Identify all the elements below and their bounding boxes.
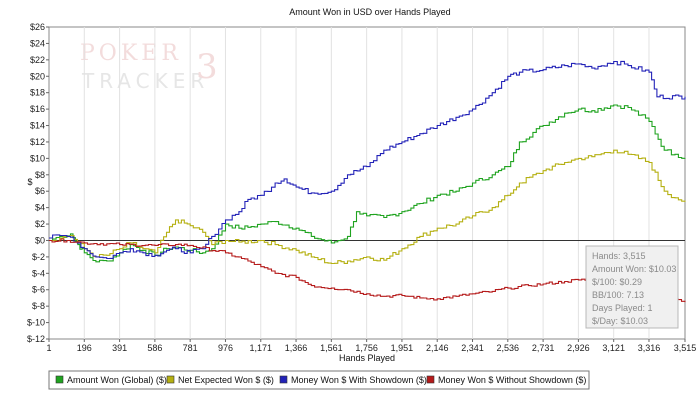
x-tick-label: 1,171 <box>249 343 272 353</box>
y-tick-label: $-12 <box>27 334 45 344</box>
legend-box <box>48 370 590 390</box>
legend-label: Money Won $ Without Showdown ($) <box>438 375 586 385</box>
series-line-1 <box>49 104 686 263</box>
y-tick-label: $26 <box>30 22 45 32</box>
x-tick-label: 1,561 <box>320 343 343 353</box>
x-tick-label: 2,731 <box>532 343 555 353</box>
y-axis-ticks: $-12 $-10 $-8 $-6 $-4 $-2 $0 $2 $4 $6 $8 $10 $12 $14 $… <box>27 22 49 344</box>
x-tick-label: 781 <box>183 343 198 353</box>
series-line-4 <box>49 238 686 303</box>
y-tick-label: $18 <box>30 88 45 98</box>
legend-label: Money Won $ With Showdown ($) <box>291 375 427 385</box>
x-tick-label: 3,316 <box>638 343 661 353</box>
series-layer <box>49 60 686 303</box>
pokertracker-logo: POKER TRACKER 3 <box>80 41 218 93</box>
legend: Amount Won (Global) ($) Net Expected Won … <box>55 375 586 385</box>
x-axis-title: Hands Played <box>339 353 395 363</box>
legend-swatch <box>279 375 288 384</box>
legend-swatch <box>426 375 435 384</box>
y-tick-label: $-6 <box>32 285 45 295</box>
y-tick-label: $0 <box>35 235 45 245</box>
legend-label: Net Expected Won $ ($) <box>178 375 274 385</box>
y-tick-label: $2 <box>35 219 45 229</box>
x-tick-label: 2,926 <box>567 343 590 353</box>
y-tick-label: $-10 <box>27 318 45 328</box>
legend-swatch <box>55 375 64 384</box>
y-tick-label: $12 <box>30 137 45 147</box>
x-tick-label: 976 <box>218 343 233 353</box>
x-tick-label: 1,366 <box>285 343 308 353</box>
tooltip-line: $/100: $0.29 <box>592 277 642 287</box>
x-tick-label: 2,341 <box>461 343 484 353</box>
x-tick-label: 586 <box>147 343 162 353</box>
x-tick-label: 2,536 <box>497 343 520 353</box>
tooltip-line: Days Played: 1 <box>592 303 653 313</box>
y-tick-label: $-8 <box>32 301 45 311</box>
series-line-3 <box>49 60 686 260</box>
hover-tooltip: Hands: 3,515 Amount Won: $10.03 $/100: $0.… <box>585 245 679 329</box>
tooltip-line: BB/100: 7.13 <box>592 290 644 300</box>
legend-label: Amount Won (Global) ($) <box>67 375 167 385</box>
x-tick-label: 1 <box>46 343 51 353</box>
svg-text:3: 3 <box>196 47 218 87</box>
chart-title: Amount Won in USD over Hands Played <box>289 7 450 17</box>
y-tick-label: $20 <box>30 71 45 81</box>
tooltip-line: $/Day: $10.03 <box>592 316 648 326</box>
x-tick-label: 2,146 <box>426 343 449 353</box>
x-tick-label: 196 <box>77 343 92 353</box>
y-tick-label: $-4 <box>32 268 45 278</box>
svg-text:TRACKER: TRACKER <box>81 69 209 93</box>
svg-text:POKER: POKER <box>80 41 182 66</box>
tooltip-line: Hands: 3,515 <box>592 251 646 261</box>
y-tick-label: $6 <box>35 186 45 196</box>
y-tick-label: $22 <box>30 55 45 65</box>
y-tick-label: $16 <box>30 104 45 114</box>
x-axis-ticks: 1 196 391 586 781 976 1,171 1,366 1,561 1,756 1,95… <box>46 339 696 353</box>
x-tick-label: 391 <box>112 343 127 353</box>
y-tick-label: $24 <box>30 38 45 48</box>
y-tick-label: $4 <box>35 203 45 213</box>
x-tick-label: 1,951 <box>391 343 414 353</box>
x-tick-label: 3,121 <box>602 343 625 353</box>
series-line-2 <box>49 149 686 265</box>
y-tick-label: $10 <box>30 153 45 163</box>
tooltip-box <box>585 245 679 329</box>
x-tick-label: 3,515 <box>674 343 697 353</box>
y-tick-label: $8 <box>35 170 45 180</box>
legend-swatch <box>166 375 175 384</box>
y-axis-title: $ <box>27 177 32 187</box>
y-tick-label: $14 <box>30 121 45 131</box>
y-tick-label: $-2 <box>32 252 45 262</box>
tooltip-line: Amount Won: $10.03 <box>592 264 676 274</box>
x-tick-label: 1,756 <box>355 343 378 353</box>
